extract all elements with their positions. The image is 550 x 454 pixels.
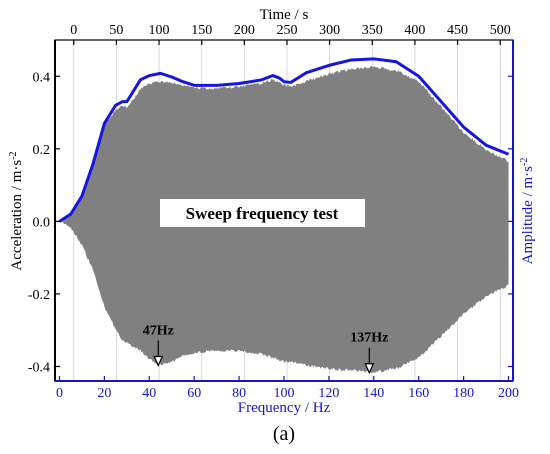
x-bottom-tick-label: 120	[318, 386, 339, 401]
y-left-tick-label: 0.4	[33, 70, 51, 85]
y-left-tick-label: 0.0	[33, 215, 51, 230]
sweep-label-box	[160, 199, 365, 227]
y-left-tick-label: 0.2	[33, 143, 51, 158]
annotation-label: 137Hz	[350, 331, 388, 346]
x-bottom-axis-title: Frequency / Hz	[238, 400, 331, 416]
y-left-tick-label: -0.4	[28, 360, 50, 375]
x-bottom-tick-label: 140	[363, 386, 384, 401]
y-left-axis-title: Acceleration / m·s-2	[8, 151, 25, 270]
x-bottom-tick-label: 180	[453, 386, 474, 401]
x-top-tick-label: 250	[276, 23, 297, 38]
x-bottom-tick-label: 200	[498, 386, 519, 401]
x-top-tick-label: 0	[70, 23, 77, 38]
annotations: 47Hz 137Hz	[143, 323, 388, 375]
x-bottom-tick-label: 0	[56, 386, 63, 401]
amplitude-envelope-line	[58, 57, 510, 223]
x-bottom-tick-label: 40	[142, 386, 156, 401]
annotation-arrow-head	[153, 355, 164, 367]
y-right-axis-title: Amplitude / m·s-2	[519, 158, 536, 265]
x-top-tick-label: 450	[447, 23, 468, 38]
x-bottom-tick-label: 60	[187, 386, 201, 401]
x-bottom-tick-label: 160	[408, 386, 429, 401]
y-left-tick-label: -0.2	[28, 288, 50, 303]
x-top-tick-label: 100	[149, 23, 170, 38]
x-top-tick-label: 500	[490, 23, 511, 38]
x-top-axis-title: Time / s	[260, 7, 309, 23]
annotation-label: 47Hz	[143, 323, 174, 338]
x-bottom-tick-label: 20	[97, 386, 111, 401]
x-top-tick-label: 350	[362, 23, 383, 38]
x-top-tick-label: 300	[319, 23, 340, 38]
x-top-tick-label: 200	[234, 23, 255, 38]
sweep-frequency-label: Sweep frequency test	[186, 204, 339, 223]
x-top-tick-label: 400	[404, 23, 425, 38]
axis-ticks: 0 20 40 60 80 100 120 140 160 180 200 0 50 100 150 200 2…	[28, 23, 519, 401]
x-top-tick-label: 50	[109, 23, 123, 38]
x-top-tick-label: 150	[191, 23, 212, 38]
x-bottom-tick-label: 80	[232, 386, 246, 401]
annotation-arrow-head	[364, 363, 375, 375]
x-bottom-tick-label: 100	[274, 386, 295, 401]
figure-caption: (a)	[273, 423, 295, 445]
